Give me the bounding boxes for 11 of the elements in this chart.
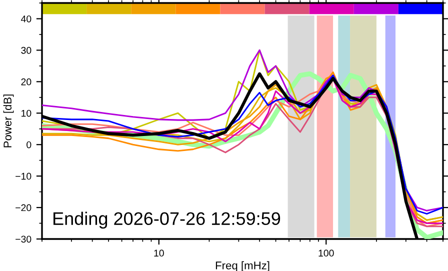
y-tick-label: −10: [16, 172, 32, 180]
y-tick-label: 20: [21, 78, 32, 86]
y-tick-label: 40: [20, 15, 32, 22]
y-tick-label: 10: [22, 110, 32, 117]
annotation: Ending 2026-07-26 12:59:59: [54, 212, 280, 229]
y-tick-label: −30: [16, 236, 32, 243]
y-tick-label: 30: [21, 46, 32, 54]
y-axis-title: Power [dB]: [3, 94, 14, 148]
x-tick-label: 100: [318, 250, 334, 257]
y-tick-label: 0: [26, 141, 32, 148]
y-tick-label: −20: [16, 204, 32, 212]
